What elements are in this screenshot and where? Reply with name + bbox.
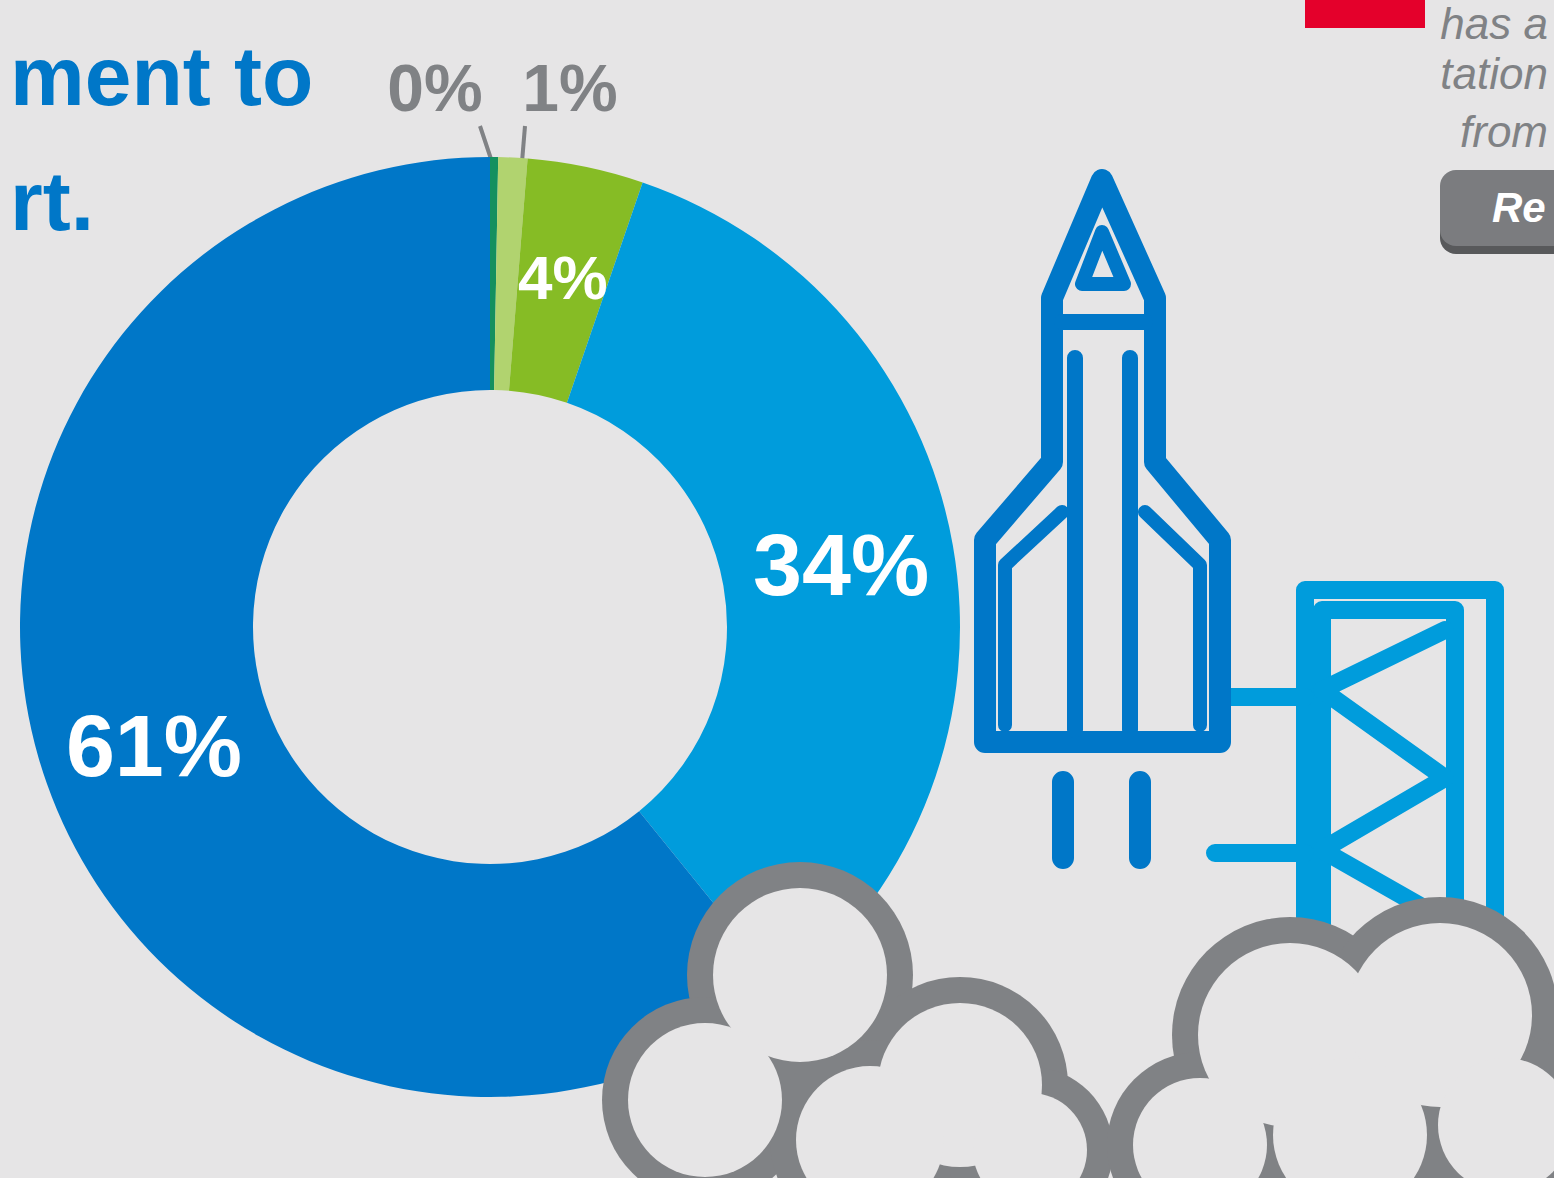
svg-text:1%: 1% [522,51,617,125]
html-text:has a: has a [1440,0,1548,48]
svg-text:34%: 34% [753,515,929,614]
svg-text:61%: 61% [66,696,242,795]
svg-text:rt.: rt. [10,154,94,248]
html-text:tation: tation [1440,49,1548,98]
html-text:Re: Re [1492,184,1546,231]
svg-text:ment to: ment to [10,29,313,123]
svg-text:4%: 4% [518,243,608,312]
html-text:from: from [1460,107,1548,156]
svg-text:0%: 0% [387,51,482,125]
